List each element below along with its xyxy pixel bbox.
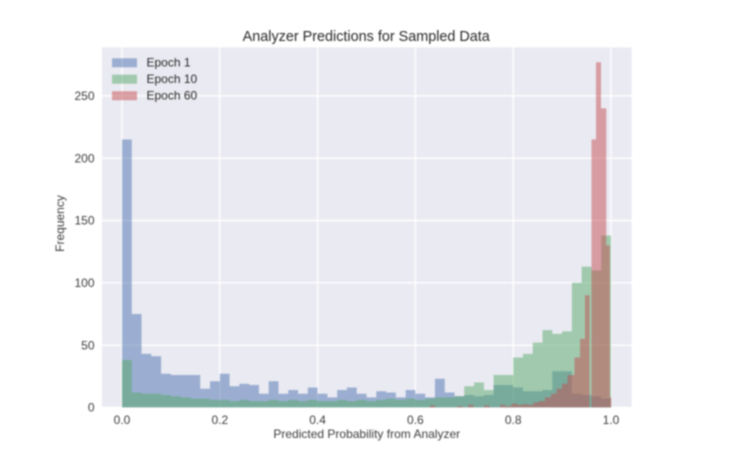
svg-text:Epoch 60: Epoch 60 [147,88,198,102]
svg-text:1.0: 1.0 [603,413,620,427]
svg-text:0: 0 [88,401,95,415]
svg-text:50: 50 [81,338,95,352]
svg-text:Epoch 1: Epoch 1 [147,56,191,70]
svg-text:200: 200 [74,151,94,165]
svg-text:Predicted Probability from Ana: Predicted Probability from Analyzer [273,427,460,441]
svg-text:0.0: 0.0 [114,413,131,427]
svg-text:0.2: 0.2 [211,413,228,427]
svg-text:0.8: 0.8 [505,413,522,427]
svg-text:250: 250 [74,89,94,103]
svg-text:0.4: 0.4 [309,413,326,427]
svg-text:Epoch 10: Epoch 10 [147,72,198,86]
svg-text:0.6: 0.6 [407,413,424,427]
svg-text:100: 100 [74,276,94,290]
svg-text:150: 150 [74,214,94,228]
svg-text:Frequency: Frequency [53,195,67,252]
svg-text:Analyzer Predictions for Sampl: Analyzer Predictions for Sampled Data [243,29,490,45]
